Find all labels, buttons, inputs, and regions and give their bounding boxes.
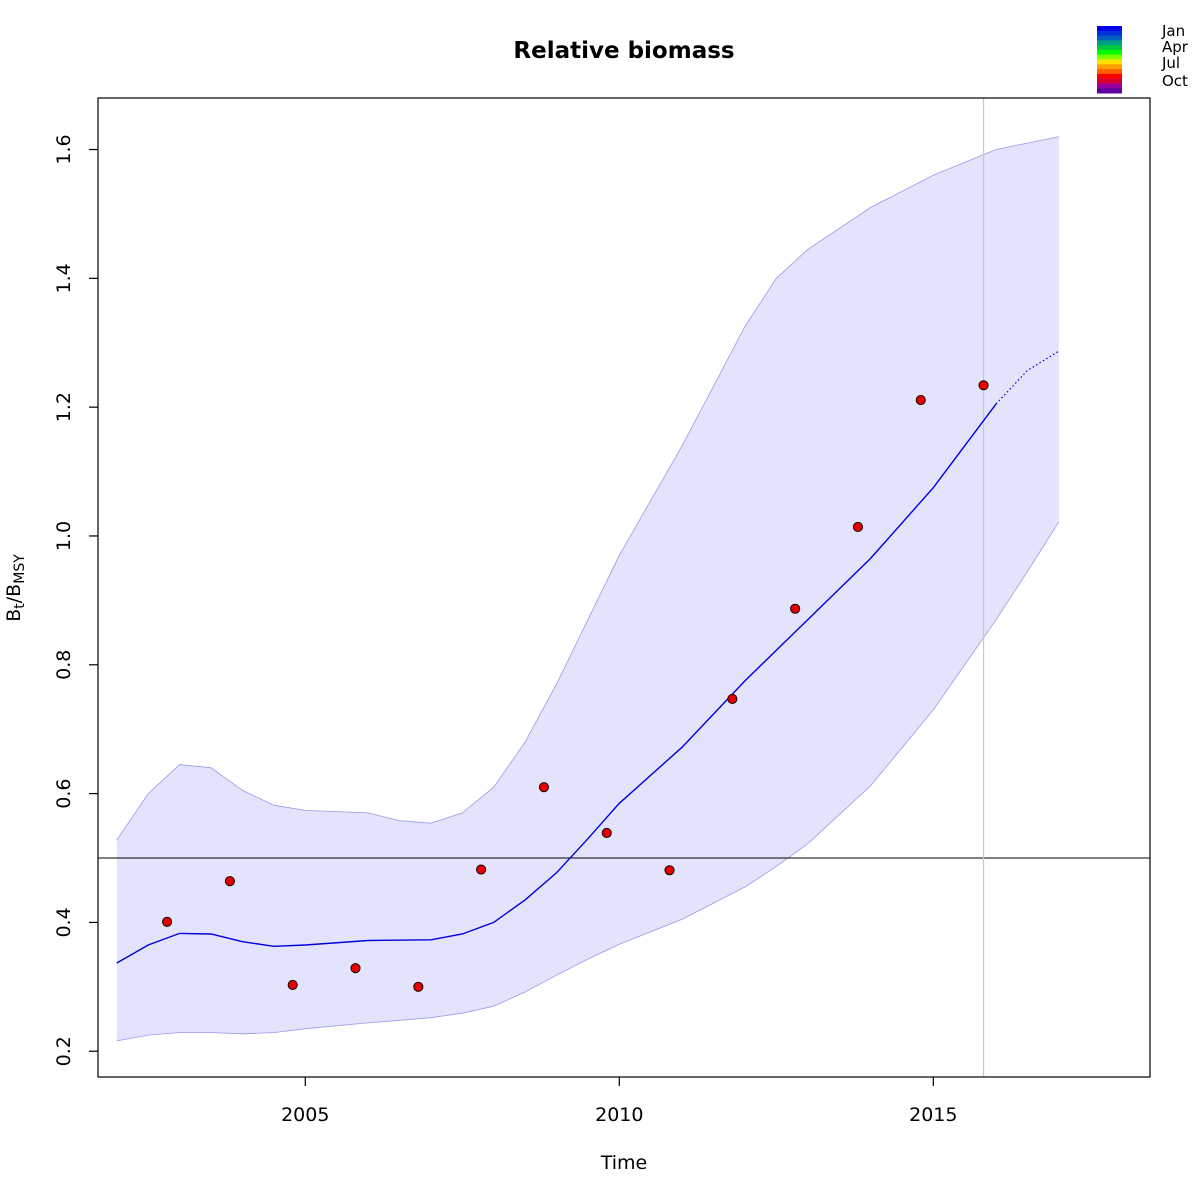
observation-points (162, 380, 989, 992)
legend-color-bar (1097, 26, 1122, 94)
legend-swatch (1097, 59, 1122, 65)
observation-point (162, 916, 173, 927)
legend-label-oct: Oct (1162, 72, 1188, 90)
observation-point (601, 827, 612, 838)
y-tick-label: 1.4 (53, 263, 75, 293)
y-tick-label: 1.2 (53, 392, 75, 422)
observation-point (790, 603, 801, 614)
confidence-band-lower-edge (116, 521, 1060, 1042)
observation-point (852, 521, 864, 533)
y-label-sub2: MSY (12, 554, 28, 584)
chart-title: Relative biomass (513, 38, 734, 64)
y-label-base2: B (3, 584, 25, 597)
x-tick-label: 2015 (909, 1104, 957, 1126)
legend-swatch (1097, 64, 1122, 70)
observation-point (224, 876, 235, 887)
legend-label-jan: Jan (1161, 22, 1185, 40)
legend-swatch (1097, 78, 1122, 84)
y-label-sub1: t (12, 603, 28, 609)
legend-swatch (1097, 49, 1122, 56)
observation-point (978, 380, 989, 391)
legend: Jan Apr Jul Oct (1097, 22, 1189, 94)
legend-swatch (1097, 30, 1122, 37)
observation-point (413, 981, 424, 992)
series-estimate-line (116, 403, 997, 964)
legend-swatch (1097, 73, 1122, 80)
legend-swatch (1097, 83, 1122, 89)
legend-label-jul: Jul (1161, 54, 1180, 72)
y-tick-label: 0.8 (53, 650, 75, 680)
y-tick-label: 1.6 (53, 134, 75, 164)
legend-swatch (1097, 54, 1122, 60)
observation-point (350, 963, 361, 974)
x-tick-label: 2010 (595, 1104, 643, 1126)
legend-swatch (1097, 45, 1122, 51)
confidence-band-upper-edge (116, 136, 1059, 841)
x-axis-label: Time (600, 1152, 648, 1174)
y-label-base: B (3, 609, 25, 622)
y-label-sep: / (3, 596, 25, 603)
y-axis-label: Bt/BMSY (3, 554, 28, 622)
observation-point (727, 693, 738, 704)
observation-point (664, 865, 675, 876)
legend-swatch (1097, 88, 1122, 94)
legend-swatch (1097, 40, 1122, 46)
x-tick-label: 2005 (281, 1104, 329, 1126)
observation-point (287, 979, 298, 990)
legend-swatch (1097, 35, 1122, 41)
legend-swatch (1097, 26, 1122, 32)
legend-label-apr: Apr (1162, 38, 1189, 56)
y-axis: 0.2 0.4 0.6 0.8 1.0 1.2 1.4 1.6 (53, 134, 98, 1066)
legend-swatch (1097, 69, 1122, 75)
confidence-band (116, 136, 1059, 1041)
y-tick-label: 0.4 (53, 907, 75, 937)
y-tick-label: 0.2 (53, 1036, 75, 1066)
observation-point (538, 782, 549, 793)
y-tick-label: 1.0 (53, 521, 75, 551)
y-tick-label: 0.6 (53, 778, 75, 808)
observation-point (915, 395, 926, 406)
plot-frame (97, 97, 1151, 1078)
observation-point (476, 864, 487, 875)
x-axis: 2005 2010 2015 (281, 1077, 957, 1126)
plot-area (98, 98, 1150, 1077)
